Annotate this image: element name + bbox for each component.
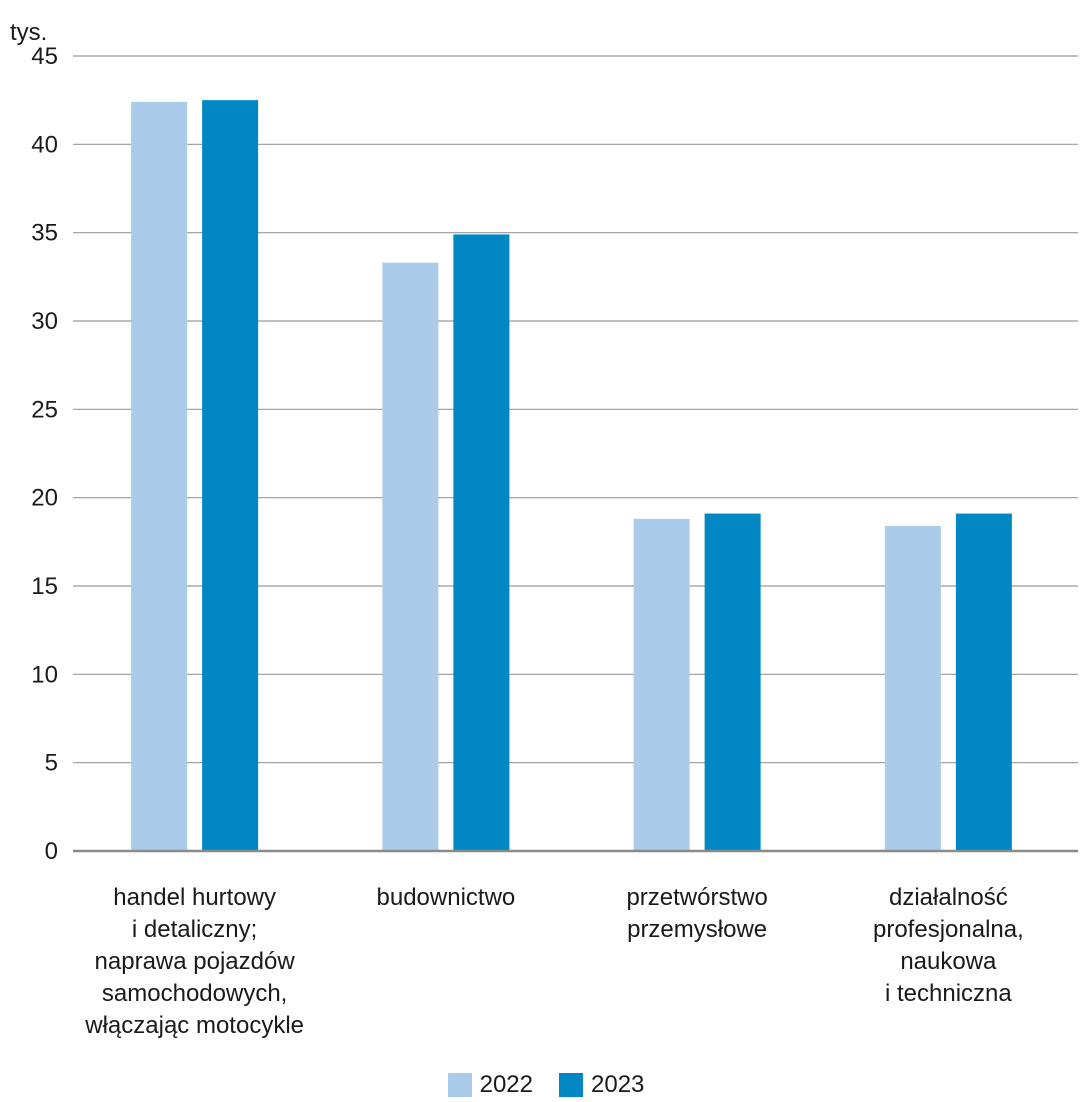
legend-item-2023: 2023 <box>559 1071 644 1099</box>
x-tick-label-2-1: przemysłowe <box>627 916 767 943</box>
y-axis-unit-label: tys. <box>10 19 47 46</box>
legend-label-2023: 2023 <box>591 1071 645 1098</box>
x-tick-label-0-1: i detaliczny; <box>132 916 257 943</box>
bar-2023-2 <box>704 513 761 851</box>
legend-item-2022: 2022 <box>447 1071 533 1099</box>
y-tick-label-15: 15 <box>31 573 58 600</box>
x-tick-label-0-4: włączając motocykle <box>84 1012 304 1039</box>
y-tick-label-35: 35 <box>31 220 58 247</box>
legend-swatch-2022 <box>447 1073 472 1097</box>
legend-label-2022: 2022 <box>479 1071 533 1098</box>
x-axis-labels: handel hurtowy i detaliczny; naprawa pojaz… <box>84 884 1024 1039</box>
y-tick-label-45: 45 <box>31 43 58 70</box>
bar-2022-1 <box>382 262 439 851</box>
x-tick-label-3-1: profesjonalna, <box>873 916 1024 943</box>
y-tick-label-20: 20 <box>31 485 58 512</box>
legend-swatch-2023 <box>559 1073 583 1097</box>
x-tick-label-0-2: naprawa pojazdów <box>95 948 296 975</box>
bars <box>131 100 1012 851</box>
y-tick-label-10: 10 <box>31 661 58 688</box>
legend: 2022 2023 <box>0 1068 1092 1102</box>
bar-2022-0 <box>131 101 188 851</box>
bar-2023-3 <box>955 513 1012 851</box>
bar-2022-2 <box>633 518 690 851</box>
bar-2023-1 <box>453 234 510 851</box>
x-tick-label-0-3: samochodowych, <box>102 980 287 1007</box>
x-tick-label-3-3: i techniczna <box>885 980 1012 1007</box>
x-tick-label-3-2: naukowa <box>900 948 997 975</box>
x-tick-label-3-0: działalność <box>889 884 1008 911</box>
y-tick-label-5: 5 <box>45 750 58 777</box>
y-tick-label-30: 30 <box>31 308 58 335</box>
y-tick-label-25: 25 <box>31 396 58 423</box>
x-tick-label-2-0: przetwórstwo <box>626 884 767 911</box>
y-axis-ticks: 0 5 10 15 20 25 30 35 40 45 <box>31 43 58 865</box>
y-tick-label-0: 0 <box>45 838 58 865</box>
x-tick-label-0-0: handel hurtowy <box>113 884 276 911</box>
bar-2022-3 <box>884 525 941 851</box>
bar-2023-0 <box>202 100 259 851</box>
x-tick-label-1-0: budownictwo <box>377 884 516 911</box>
y-tick-label-40: 40 <box>31 131 58 158</box>
